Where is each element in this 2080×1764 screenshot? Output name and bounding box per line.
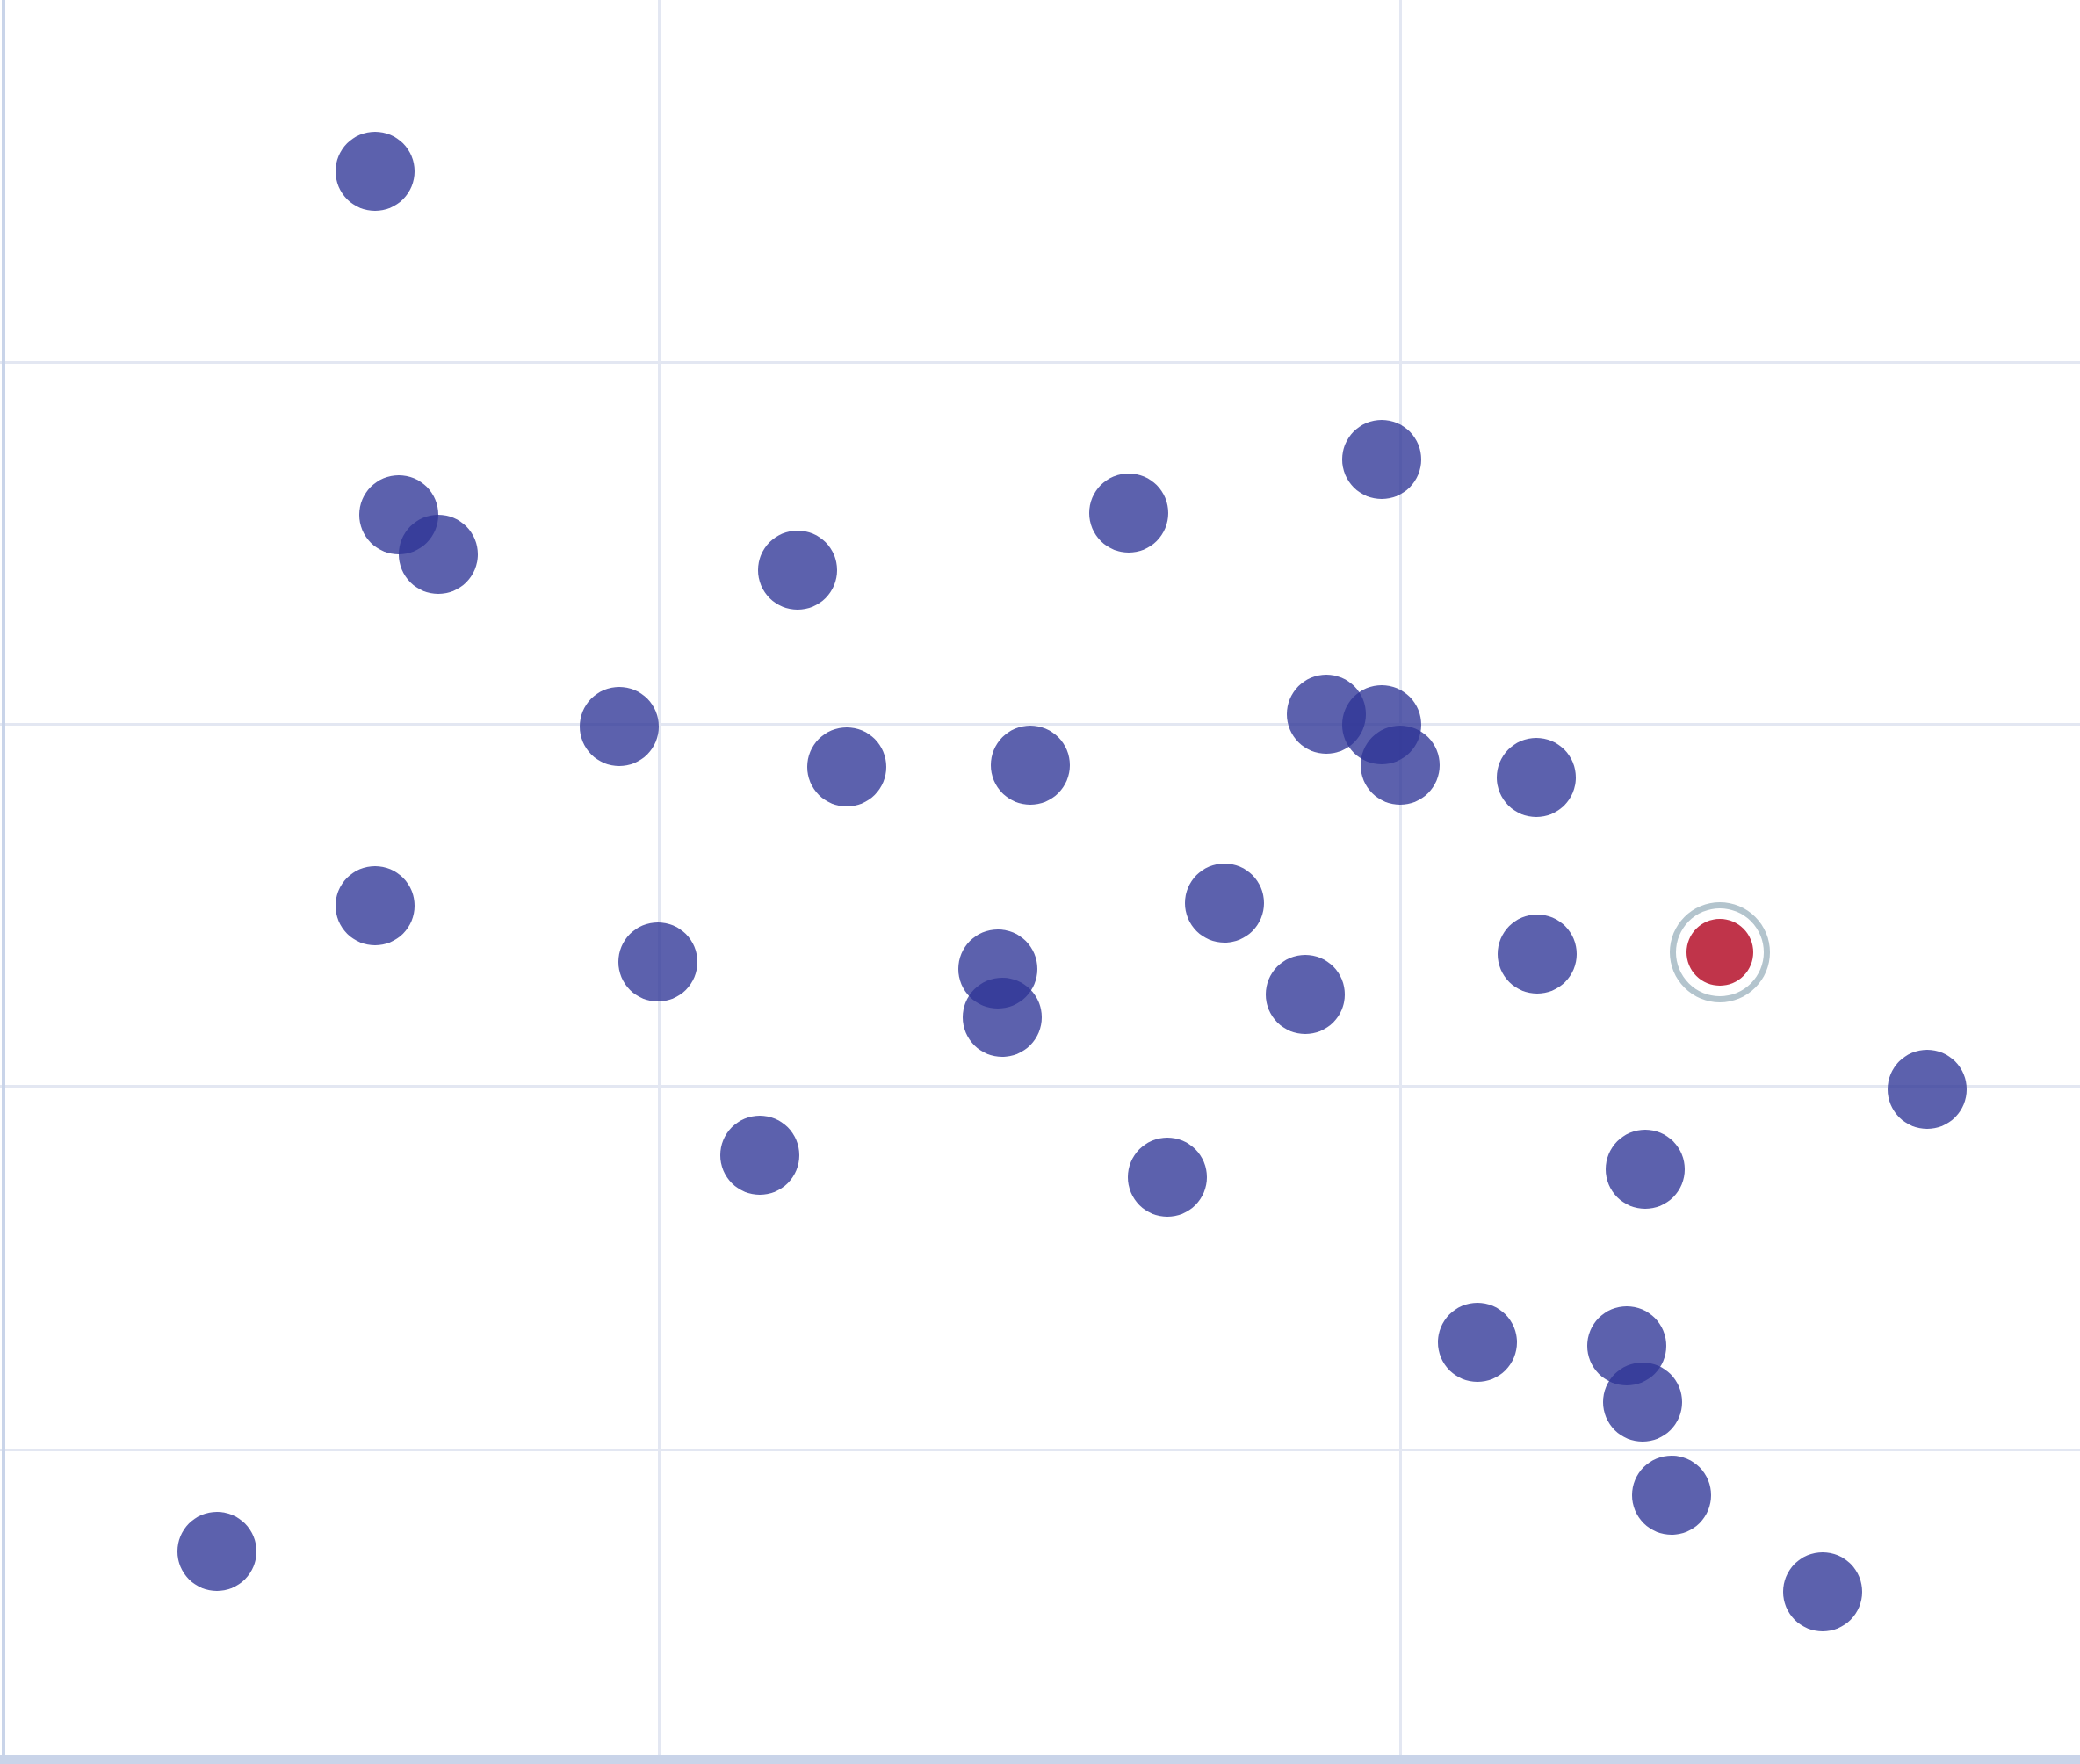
- data-point[interactable]: [1632, 1456, 1711, 1535]
- horizontal-gridline: [0, 1085, 2080, 1088]
- data-point[interactable]: [963, 978, 1042, 1057]
- data-point[interactable]: [618, 922, 697, 1001]
- horizontal-gridline: [0, 361, 2080, 364]
- data-point[interactable]: [807, 727, 886, 806]
- data-point[interactable]: [1888, 1050, 1967, 1129]
- data-point[interactable]: [336, 132, 415, 211]
- data-point[interactable]: [758, 531, 837, 610]
- data-point[interactable]: [1603, 1363, 1682, 1442]
- data-point[interactable]: [177, 1512, 256, 1591]
- data-point[interactable]: [1185, 864, 1264, 943]
- x-axis-line: [0, 1755, 2080, 1764]
- horizontal-gridline: [0, 723, 2080, 726]
- data-point[interactable]: [720, 1116, 799, 1195]
- data-point[interactable]: [1089, 474, 1168, 553]
- horizontal-gridline: [0, 1449, 2080, 1451]
- data-point[interactable]: [1266, 955, 1345, 1034]
- data-point[interactable]: [1438, 1303, 1517, 1382]
- data-point[interactable]: [1342, 420, 1421, 499]
- highlighted-data-point[interactable]: [1686, 919, 1753, 986]
- data-point[interactable]: [1783, 1552, 1862, 1631]
- data-point[interactable]: [1361, 726, 1440, 805]
- vertical-gridline: [1399, 0, 1402, 1764]
- data-point[interactable]: [1128, 1138, 1207, 1217]
- data-point[interactable]: [336, 866, 415, 945]
- y-axis-line: [2, 0, 5, 1764]
- data-point[interactable]: [1606, 1130, 1685, 1209]
- data-point[interactable]: [399, 515, 478, 594]
- vertical-gridline: [658, 0, 661, 1764]
- data-point[interactable]: [580, 687, 659, 766]
- data-point[interactable]: [1497, 738, 1576, 817]
- data-point[interactable]: [991, 726, 1070, 805]
- data-point[interactable]: [1498, 915, 1577, 994]
